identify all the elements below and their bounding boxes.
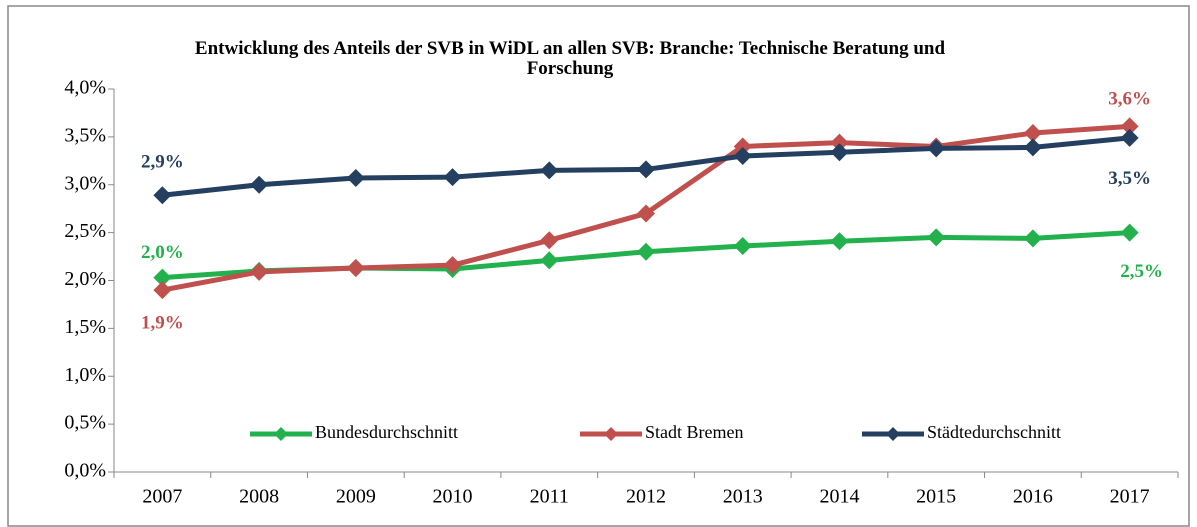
- data-point: [443, 256, 462, 275]
- data-point: [346, 259, 365, 278]
- x-tick-label: 2013: [723, 486, 763, 508]
- data-point: [1120, 128, 1139, 147]
- chart-title: Entwicklung des Anteils der SVB in WiDL …: [194, 38, 946, 79]
- data-point: [637, 160, 655, 179]
- x-tick-label: 2012: [626, 486, 666, 508]
- data-point: [250, 262, 269, 281]
- legend-marker: [886, 427, 900, 441]
- data-label: 1,9%: [141, 312, 184, 333]
- x-tick-label: 2014: [819, 486, 859, 508]
- data-point: [733, 137, 752, 156]
- y-tick-label: 0,5%: [64, 412, 106, 434]
- data-point: [540, 161, 559, 180]
- x-tick-label: 2007: [142, 486, 182, 508]
- x-tick-label: 2016: [1013, 486, 1053, 508]
- data-point: [733, 147, 752, 166]
- data-point: [830, 143, 849, 162]
- data-point: [540, 251, 559, 270]
- data-point: [153, 281, 172, 300]
- legend-label: Bundesdurchschnitt: [315, 422, 458, 442]
- x-tick-label: 2017: [1110, 486, 1150, 508]
- chart-frame: [7, 5, 1190, 527]
- data-point: [637, 204, 655, 223]
- legend-marker: [604, 427, 618, 441]
- data-point: [1023, 124, 1042, 143]
- x-tick-label: 2008: [239, 486, 279, 508]
- data-label: 2,0%: [141, 242, 184, 263]
- data-point: [153, 186, 172, 205]
- data-point: [927, 139, 946, 158]
- legend-label: Stadt Bremen: [645, 422, 743, 442]
- data-label: 3,5%: [1108, 168, 1151, 189]
- legend-label: Städtedurchschnitt: [927, 422, 1061, 442]
- data-point: [830, 133, 849, 152]
- data-point: [153, 268, 172, 287]
- data-point: [346, 169, 365, 188]
- y-tick-label: 1,0%: [64, 364, 106, 386]
- x-tick-label: 2009: [336, 486, 376, 508]
- data-label: 3,6%: [1108, 89, 1151, 110]
- data-label: 2,5%: [1120, 261, 1163, 282]
- data-point: [733, 237, 752, 256]
- y-tick-label: 3,5%: [64, 124, 106, 146]
- data-point: [1120, 117, 1139, 136]
- y-tick-label: 2,0%: [64, 268, 106, 290]
- data-point: [250, 175, 269, 194]
- data-point: [540, 231, 559, 250]
- data-point: [1023, 138, 1042, 157]
- data-point: [927, 228, 946, 247]
- data-point: [1120, 223, 1139, 242]
- data-point: [830, 232, 849, 251]
- data-point: [637, 242, 655, 261]
- y-tick-label: 4,0%: [64, 77, 106, 99]
- y-tick-label: 0,0%: [64, 460, 106, 482]
- y-tick-label: 1,5%: [64, 316, 106, 338]
- data-point: [1023, 229, 1042, 248]
- x-tick-label: 2015: [916, 486, 956, 508]
- data-label: 2,9%: [141, 152, 184, 173]
- y-tick-label: 2,5%: [64, 220, 106, 242]
- x-tick-label: 2010: [433, 486, 473, 508]
- y-tick-label: 3,0%: [64, 172, 106, 194]
- data-point: [443, 168, 462, 187]
- legend-marker: [274, 427, 288, 441]
- x-tick-label: 2011: [530, 486, 569, 508]
